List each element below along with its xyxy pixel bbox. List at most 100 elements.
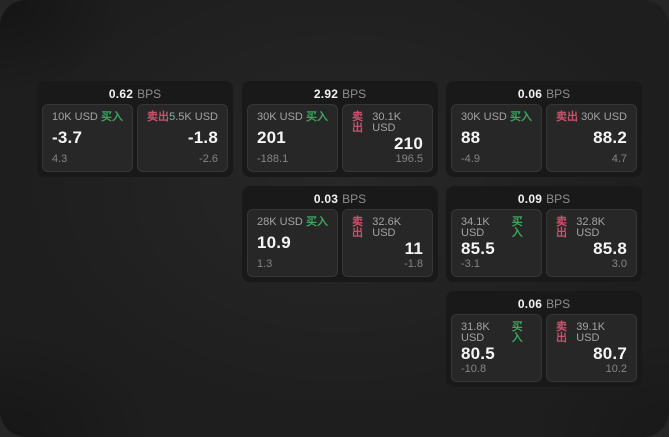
sell-side-label: 卖出 [352,111,363,134]
bps-unit-label: BPS [342,87,367,101]
quote-card: 0.06 BPS 30K USD 买入 88 -4.9 卖出 30K USD 8… [446,81,642,177]
bps-unit-label: BPS [546,87,571,101]
buy-panel[interactable]: 31.8K USD 买入 80.5 -10.8 [451,314,542,382]
sell-side-label: 卖出 [556,216,567,239]
buy-panel-top: 28K USD 买入 [257,217,328,228]
bps-value: 0.62 [108,87,134,101]
buy-price: 201 [257,128,286,147]
buy-amount: 28K USD [257,216,303,228]
card-header: 0.62 BPS [42,84,228,104]
buy-panel[interactable]: 34.1K USD 买入 85.5 -3.1 [451,209,542,277]
quote-card: 0.06 BPS 31.8K USD 买入 80.5 -10.8 卖出 39.1… [446,291,642,387]
sell-panel-top: 卖出 30.1K USD [352,112,423,134]
sell-amount: 32.8K USD [576,216,606,239]
sell-price: -1.8 [187,128,218,147]
buy-delta: -3.1 [461,258,480,270]
buy-price: 88 [461,128,481,147]
bps-unit-label: BPS [546,192,571,206]
bps-unit-label: BPS [546,297,571,311]
quote-panels: 34.1K USD 买入 85.5 -3.1 卖出 32.8K USD 85.8… [451,209,637,277]
sell-amount: 30K USD [581,111,627,123]
bps-value: 0.09 [517,192,543,206]
buy-price: 80.5 [461,343,495,363]
buy-panel[interactable]: 10K USD 买入 -3.7 4.3 [42,104,133,172]
sell-delta: 10.2 [605,363,627,375]
card-header: 2.92 BPS [247,84,433,104]
quote-panels: 30K USD 买入 201 -188.1 卖出 30.1K USD 210 1… [247,104,433,172]
sell-delta: 3.0 [611,258,627,270]
buy-amount: 30K USD [257,111,303,123]
sell-side-label: 卖出 [352,216,363,239]
sell-price: 210 [394,133,423,153]
sell-panel[interactable]: 卖出 30K USD 88.2 4.7 [546,104,637,172]
buy-side-label: 买入 [511,216,523,239]
buy-panel[interactable]: 30K USD 买入 201 -188.1 [247,104,338,172]
quote-card: 0.03 BPS 28K USD 买入 10.9 1.3 卖出 32.6K US… [242,186,438,282]
sell-panel[interactable]: 卖出 32.8K USD 85.8 3.0 [546,209,637,277]
sell-side-label: 卖出 [147,111,169,123]
sell-price: 85.8 [593,238,627,258]
quote-panels: 31.8K USD 买入 80.5 -10.8 卖出 39.1K USD 80.… [451,314,637,382]
sell-panel[interactable]: 卖出 39.1K USD 80.7 10.2 [546,314,637,382]
buy-amount: 30K USD [461,111,507,123]
quote-panels: 30K USD 买入 88 -4.9 卖出 30K USD 88.2 4.7 [451,104,637,172]
sell-delta: -1.8 [404,258,423,270]
sell-delta: 4.7 [611,153,627,165]
sell-price: 80.7 [593,343,627,363]
buy-panel-top: 10K USD 买入 [52,112,123,123]
quote-panels: 28K USD 买入 10.9 1.3 卖出 32.6K USD 11 -1.8 [247,209,433,277]
buy-panel-top: 31.8K USD 买入 [461,322,532,344]
sell-panel[interactable]: 卖出 30.1K USD 210 196.5 [342,104,433,172]
card-header: 0.03 BPS [247,189,433,209]
sell-delta: 196.5 [395,153,423,165]
bps-value: 0.03 [313,192,339,206]
quote-card: 0.62 BPS 10K USD 买入 -3.7 4.3 卖出 5.5K USD… [37,81,233,177]
sell-side-label: 卖出 [556,111,578,123]
buy-side-label: 买入 [101,111,123,123]
sell-delta: -2.6 [199,153,218,165]
sell-panel[interactable]: 卖出 5.5K USD -1.8 -2.6 [137,104,228,172]
buy-delta: -10.8 [461,363,487,375]
buy-panel-top: 30K USD 买入 [257,112,328,123]
buy-side-label: 买入 [511,321,523,344]
buy-side-label: 买入 [306,216,328,228]
bps-value: 0.06 [517,297,543,311]
buy-panel[interactable]: 28K USD 买入 10.9 1.3 [247,209,338,277]
buy-delta: 4.3 [52,153,68,165]
buy-panel-top: 34.1K USD 买入 [461,217,532,239]
buy-amount: 10K USD [52,111,98,123]
quote-card: 0.09 BPS 34.1K USD 买入 85.5 -3.1 卖出 32.8K… [446,186,642,282]
card-header: 0.06 BPS [451,294,637,314]
sell-panel-top: 卖出 5.5K USD [147,112,218,123]
buy-price: 85.5 [461,238,495,258]
sell-amount: 32.6K USD [372,216,402,239]
sell-panel-top: 卖出 32.6K USD [352,217,423,239]
card-header: 0.06 BPS [451,84,637,104]
quote-panels: 10K USD 买入 -3.7 4.3 卖出 5.5K USD -1.8 -2.… [42,104,228,172]
buy-panel[interactable]: 30K USD 买入 88 -4.9 [451,104,542,172]
buy-amount: 34.1K USD [461,216,490,239]
bps-unit-label: BPS [137,87,162,101]
buy-price: -3.7 [52,128,83,147]
sell-amount: 5.5K USD [169,111,218,123]
sell-amount: 30.1K USD [372,111,402,134]
buy-panel-top: 30K USD 买入 [461,112,532,123]
sell-amount: 39.1K USD [576,321,606,344]
sell-panel-top: 卖出 39.1K USD [556,322,627,344]
card-header: 0.09 BPS [451,189,637,209]
buy-delta: -4.9 [461,153,480,165]
bps-unit-label: BPS [342,192,367,206]
sell-price: 11 [404,238,423,258]
bps-value: 0.06 [517,87,543,101]
sell-price: 88.2 [593,128,627,147]
bps-value: 2.92 [313,87,339,101]
buy-delta: 1.3 [257,258,273,270]
sell-panel[interactable]: 卖出 32.6K USD 11 -1.8 [342,209,433,277]
sell-panel-top: 卖出 32.8K USD [556,217,627,239]
quote-card: 2.92 BPS 30K USD 买入 201 -188.1 卖出 30.1K … [242,81,438,177]
buy-delta: -188.1 [257,153,289,165]
buy-side-label: 买入 [510,111,532,123]
sell-panel-top: 卖出 30K USD [556,112,627,123]
buy-price: 10.9 [257,233,291,252]
